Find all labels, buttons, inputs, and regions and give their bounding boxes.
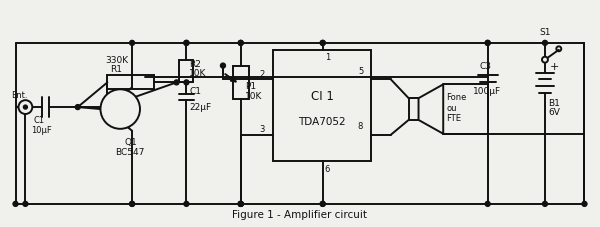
Text: 10K: 10K <box>190 69 207 78</box>
Circle shape <box>238 40 243 45</box>
Text: 1: 1 <box>325 53 330 62</box>
Circle shape <box>542 40 547 45</box>
Text: 5: 5 <box>358 67 363 76</box>
Circle shape <box>13 201 18 206</box>
Text: R1: R1 <box>110 65 122 74</box>
Text: 6V: 6V <box>548 108 560 116</box>
Text: C1: C1 <box>34 116 44 125</box>
Circle shape <box>130 201 134 206</box>
Text: 22μF: 22μF <box>190 103 211 112</box>
Circle shape <box>23 105 28 109</box>
Text: ou: ou <box>446 104 457 113</box>
Text: C3: C3 <box>480 62 492 71</box>
Text: R2: R2 <box>190 60 201 69</box>
Circle shape <box>485 201 490 206</box>
Circle shape <box>542 201 547 206</box>
Circle shape <box>75 105 80 110</box>
Circle shape <box>184 80 189 85</box>
Circle shape <box>320 201 325 206</box>
Circle shape <box>320 40 325 45</box>
Circle shape <box>238 201 243 206</box>
Text: P1: P1 <box>245 82 256 91</box>
Text: S1: S1 <box>539 27 551 37</box>
FancyBboxPatch shape <box>179 60 193 82</box>
Text: 100μF: 100μF <box>473 87 501 96</box>
Text: FTE: FTE <box>446 114 461 123</box>
Text: Fone: Fone <box>446 93 467 102</box>
Circle shape <box>238 201 243 206</box>
Text: B1: B1 <box>548 99 560 108</box>
Circle shape <box>485 40 490 45</box>
Text: +: + <box>550 62 559 72</box>
Circle shape <box>184 201 189 206</box>
Bar <box>274 50 371 161</box>
Text: BC547: BC547 <box>115 148 145 157</box>
Circle shape <box>130 201 134 206</box>
Circle shape <box>100 89 140 129</box>
Circle shape <box>19 100 32 114</box>
Text: Figure 1 - Amplifier circuit: Figure 1 - Amplifier circuit <box>233 210 367 220</box>
Text: Ent.: Ent. <box>11 91 28 100</box>
Text: TDA7052: TDA7052 <box>298 117 346 127</box>
Circle shape <box>582 201 587 206</box>
Circle shape <box>130 40 134 45</box>
Circle shape <box>238 201 243 206</box>
Text: 3: 3 <box>259 125 265 134</box>
Polygon shape <box>419 84 443 134</box>
Circle shape <box>485 40 490 45</box>
Circle shape <box>184 40 189 45</box>
Bar <box>409 98 419 120</box>
Circle shape <box>238 201 243 206</box>
Circle shape <box>238 40 243 45</box>
Text: CI 1: CI 1 <box>311 90 334 103</box>
Circle shape <box>542 57 548 63</box>
Text: 2: 2 <box>259 70 265 79</box>
FancyBboxPatch shape <box>107 75 154 89</box>
Circle shape <box>220 63 226 68</box>
Circle shape <box>23 201 28 206</box>
Circle shape <box>320 40 325 45</box>
FancyBboxPatch shape <box>233 66 248 99</box>
Circle shape <box>184 40 189 45</box>
Text: 10K: 10K <box>245 92 262 101</box>
Text: 10μF: 10μF <box>31 126 52 135</box>
Text: Q1: Q1 <box>124 138 137 147</box>
Circle shape <box>556 46 561 51</box>
Text: 330K: 330K <box>106 56 128 65</box>
Circle shape <box>320 201 325 206</box>
Text: C1: C1 <box>190 87 202 96</box>
Circle shape <box>174 80 179 85</box>
Text: 6: 6 <box>325 165 330 174</box>
Text: 8: 8 <box>358 122 363 131</box>
